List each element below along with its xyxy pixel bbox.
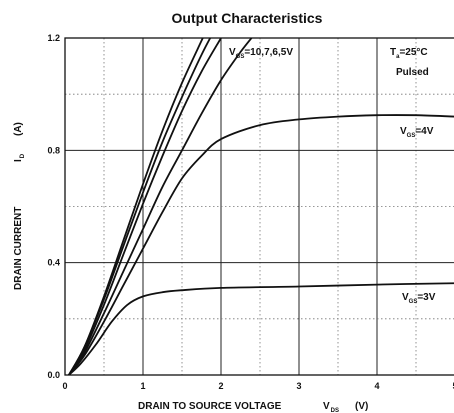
x-tick-label: 4	[374, 381, 379, 391]
grid	[65, 38, 454, 375]
x-axis-label: DRAIN TO SOURCE VOLTAGE	[138, 401, 282, 412]
y-axis-unit: (A)	[13, 122, 24, 136]
temperature-label: Ta=25°C	[390, 47, 428, 60]
x-axis-symbol: VDS	[323, 401, 339, 413]
vgs-high-label: VGS=10,7,6,5V	[229, 47, 293, 60]
vgs-3v-label: VGS=3V	[402, 292, 436, 305]
series-line-4	[68, 38, 253, 375]
y-axis-symbol: ID	[13, 153, 26, 162]
y-tick-label: 0.4	[47, 258, 60, 268]
y-tick-labels: 0.0 0.4 0.8 1.2	[47, 33, 60, 380]
x-tick-labels: 0 1 2 3 4 5	[62, 381, 454, 391]
curves	[68, 38, 454, 375]
y-tick-label: 0.8	[47, 145, 60, 155]
plot-frame	[64, 37, 454, 376]
vgs-4v-label: VGS=4V	[400, 126, 434, 139]
x-axis-unit: (V)	[355, 401, 368, 412]
x-tick-label: 2	[218, 381, 223, 391]
series-line-1	[68, 38, 204, 375]
y-tick-label: 1.2	[47, 33, 60, 43]
x-tick-label: 5	[452, 381, 454, 391]
series-line-2	[68, 38, 212, 375]
pulsed-label: Pulsed	[396, 67, 429, 78]
y-axis-label: DRAIN CURRENT	[13, 207, 24, 290]
series-line-3	[68, 38, 222, 375]
x-tick-label: 3	[296, 381, 301, 391]
x-tick-label: 0	[62, 381, 67, 391]
chart-title: Output Characteristics	[172, 10, 323, 26]
series-line-5	[68, 114, 454, 375]
y-tick-label: 0.0	[47, 370, 60, 380]
series-line-6	[68, 282, 454, 375]
x-tick-label: 1	[140, 381, 145, 391]
